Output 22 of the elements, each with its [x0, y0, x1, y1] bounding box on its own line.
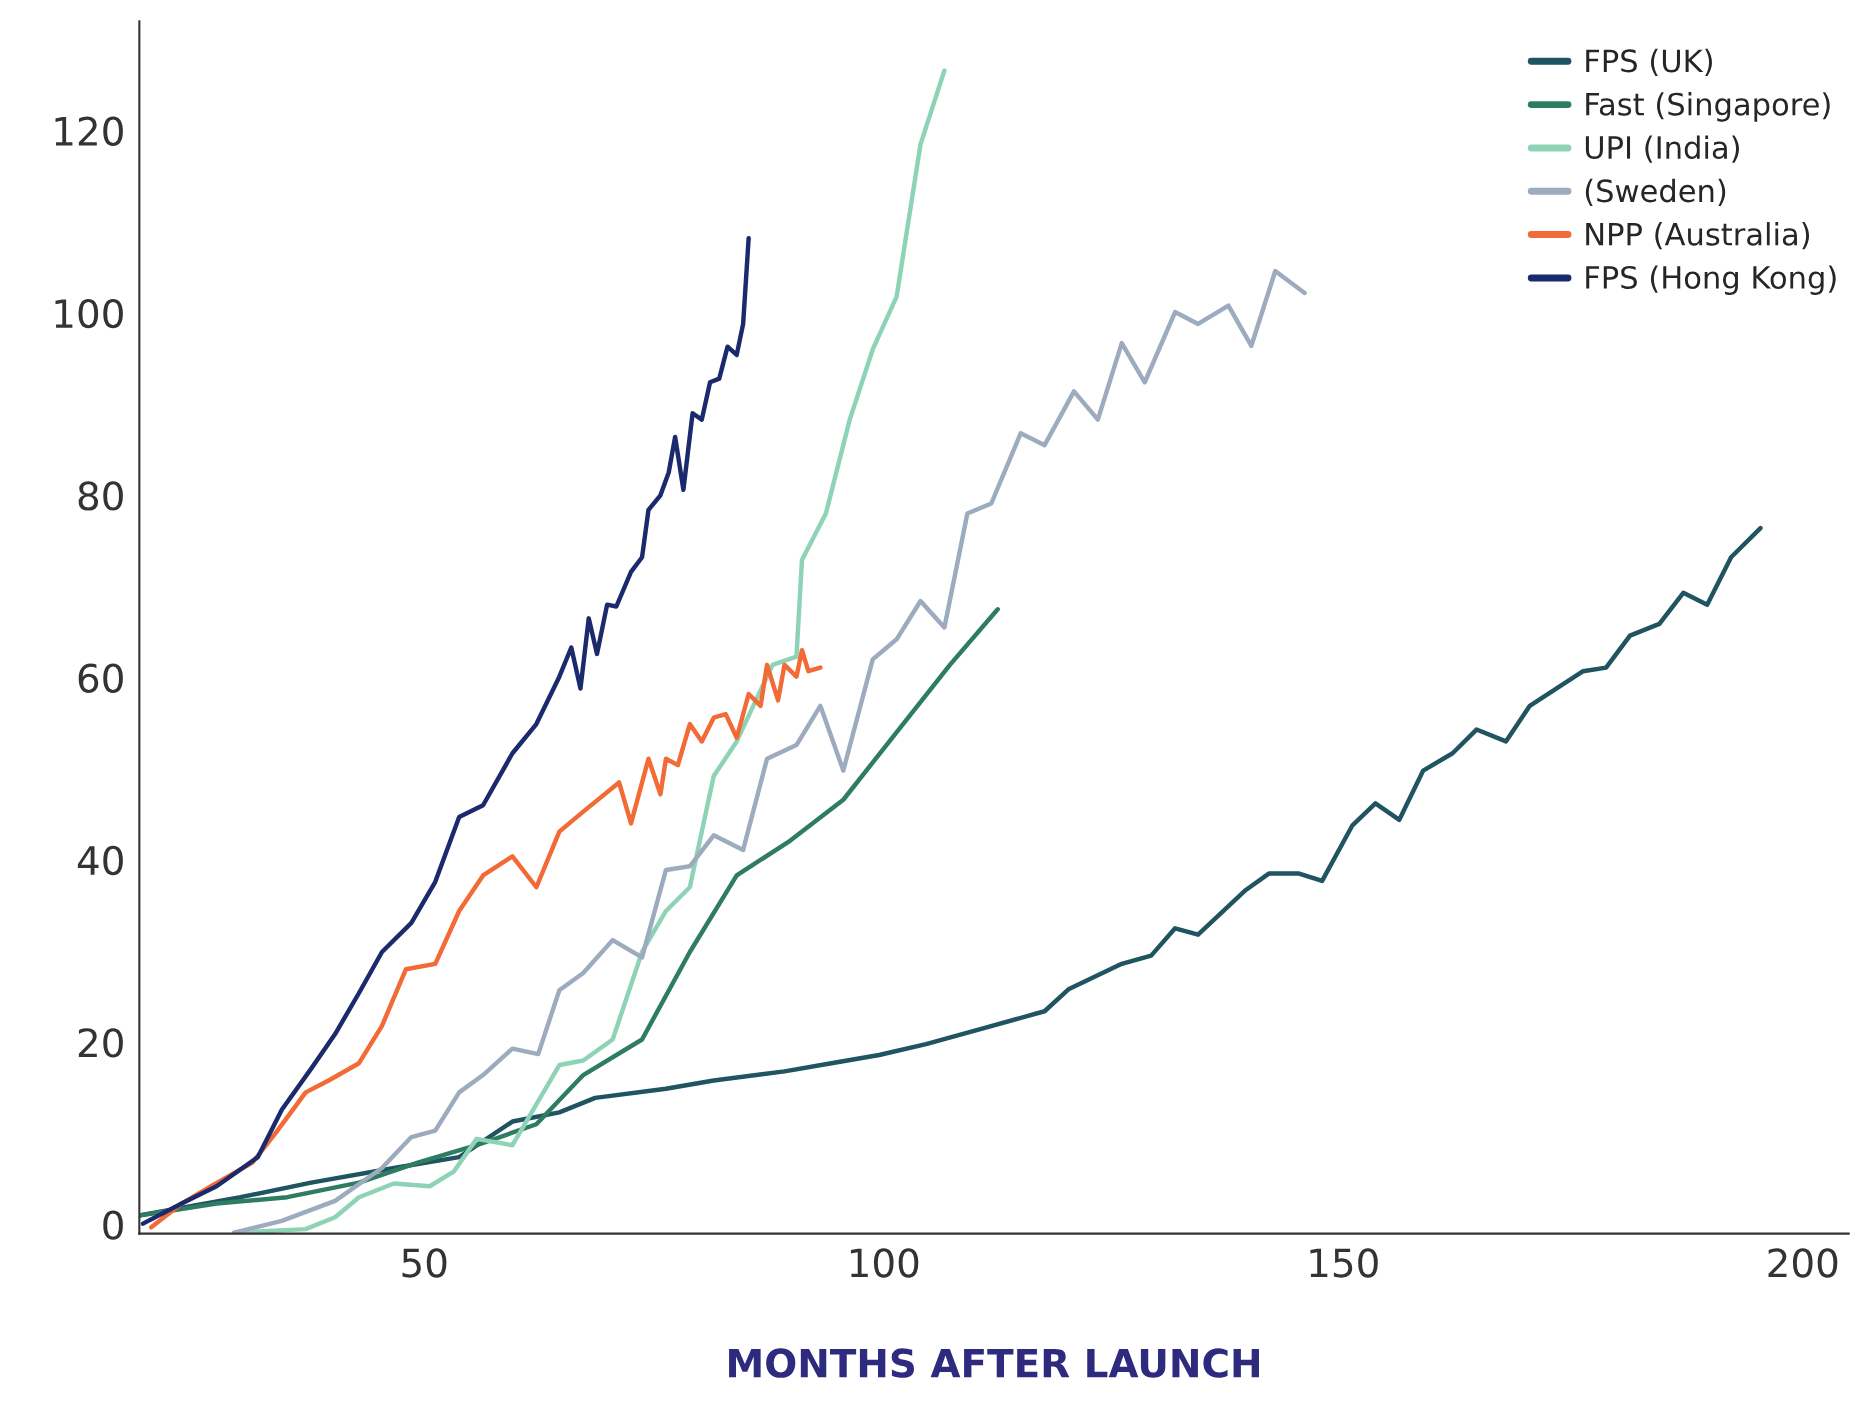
- line-series: [149, 648, 823, 1230]
- legend-label: (Sweden): [1585, 178, 1726, 206]
- y-tick-label: 20: [78, 1028, 123, 1058]
- x-tick-label: 100: [850, 1248, 919, 1278]
- line-series: [140, 236, 751, 1226]
- line-series: [139, 607, 1000, 1218]
- legend-label: FPS (UK): [1586, 48, 1712, 77]
- y-tick-label: 60: [78, 663, 123, 693]
- legend-label: Fast (Singapore): [1586, 92, 1830, 122]
- x-axis-title: MONTHS AFTER LAUNCH: [729, 1348, 1259, 1378]
- y-tick-label: 120: [55, 116, 123, 146]
- y-tick-label: 0: [103, 1210, 123, 1240]
- legend-label: UPI (India): [1585, 135, 1739, 163]
- x-tick-label: 50: [402, 1248, 447, 1278]
- legend-label: NPP (Australia): [1586, 222, 1810, 250]
- y-tick-label: 80: [78, 481, 123, 511]
- legend-label: FPS (Hong Kong): [1586, 265, 1836, 295]
- line-series: [231, 268, 1307, 1234]
- x-tick-label: 150: [1310, 1248, 1378, 1278]
- y-tick-label: 40: [77, 845, 123, 876]
- y-tick-label: 100: [55, 298, 123, 329]
- x-tick-label: 200: [1768, 1248, 1838, 1278]
